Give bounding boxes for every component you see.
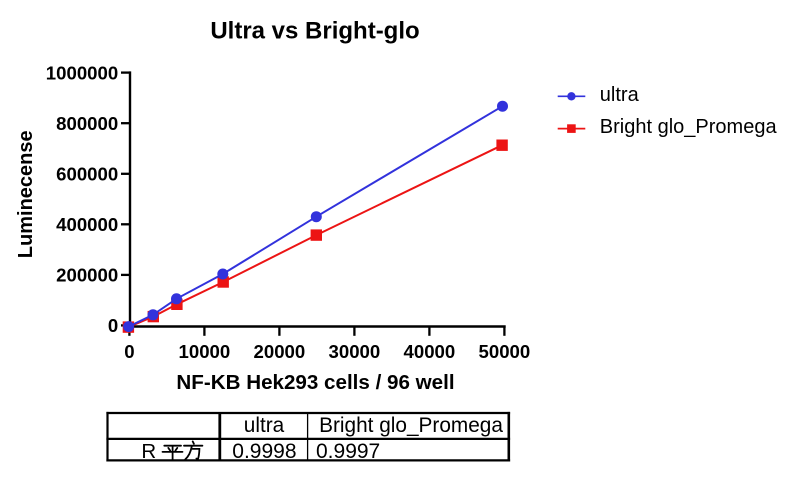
svg-text:NF-KB Hek293 cells / 96 well: NF-KB Hek293 cells / 96 well	[176, 371, 454, 394]
svg-text:800000: 800000	[56, 113, 118, 134]
svg-text:40000: 40000	[404, 341, 456, 362]
svg-text:30000: 30000	[329, 341, 381, 362]
svg-text:0: 0	[124, 341, 134, 362]
svg-text:Bright glo_Promega: Bright glo_Promega	[600, 116, 778, 138]
svg-text:1000000: 1000000	[46, 62, 118, 83]
svg-text:20000: 20000	[254, 341, 306, 362]
svg-text:0.9998: 0.9998	[232, 440, 296, 463]
svg-text:600000: 600000	[56, 164, 118, 185]
svg-text:0.9997: 0.9997	[316, 440, 380, 463]
svg-text:400000: 400000	[56, 214, 118, 235]
svg-text:ultra: ultra	[600, 84, 640, 106]
svg-text:Luminecense: Luminecense	[15, 130, 37, 258]
svg-text:10000: 10000	[179, 341, 231, 362]
svg-text:0: 0	[108, 315, 118, 336]
svg-text:ultra: ultra	[244, 414, 285, 437]
svg-text:Ultra vs Bright-glo: Ultra vs Bright-glo	[210, 18, 419, 45]
svg-text:200000: 200000	[56, 265, 118, 286]
svg-text:50000: 50000	[479, 341, 531, 362]
svg-text:Bright glo_Promega: Bright glo_Promega	[319, 414, 503, 437]
svg-text:R: R	[141, 440, 156, 463]
